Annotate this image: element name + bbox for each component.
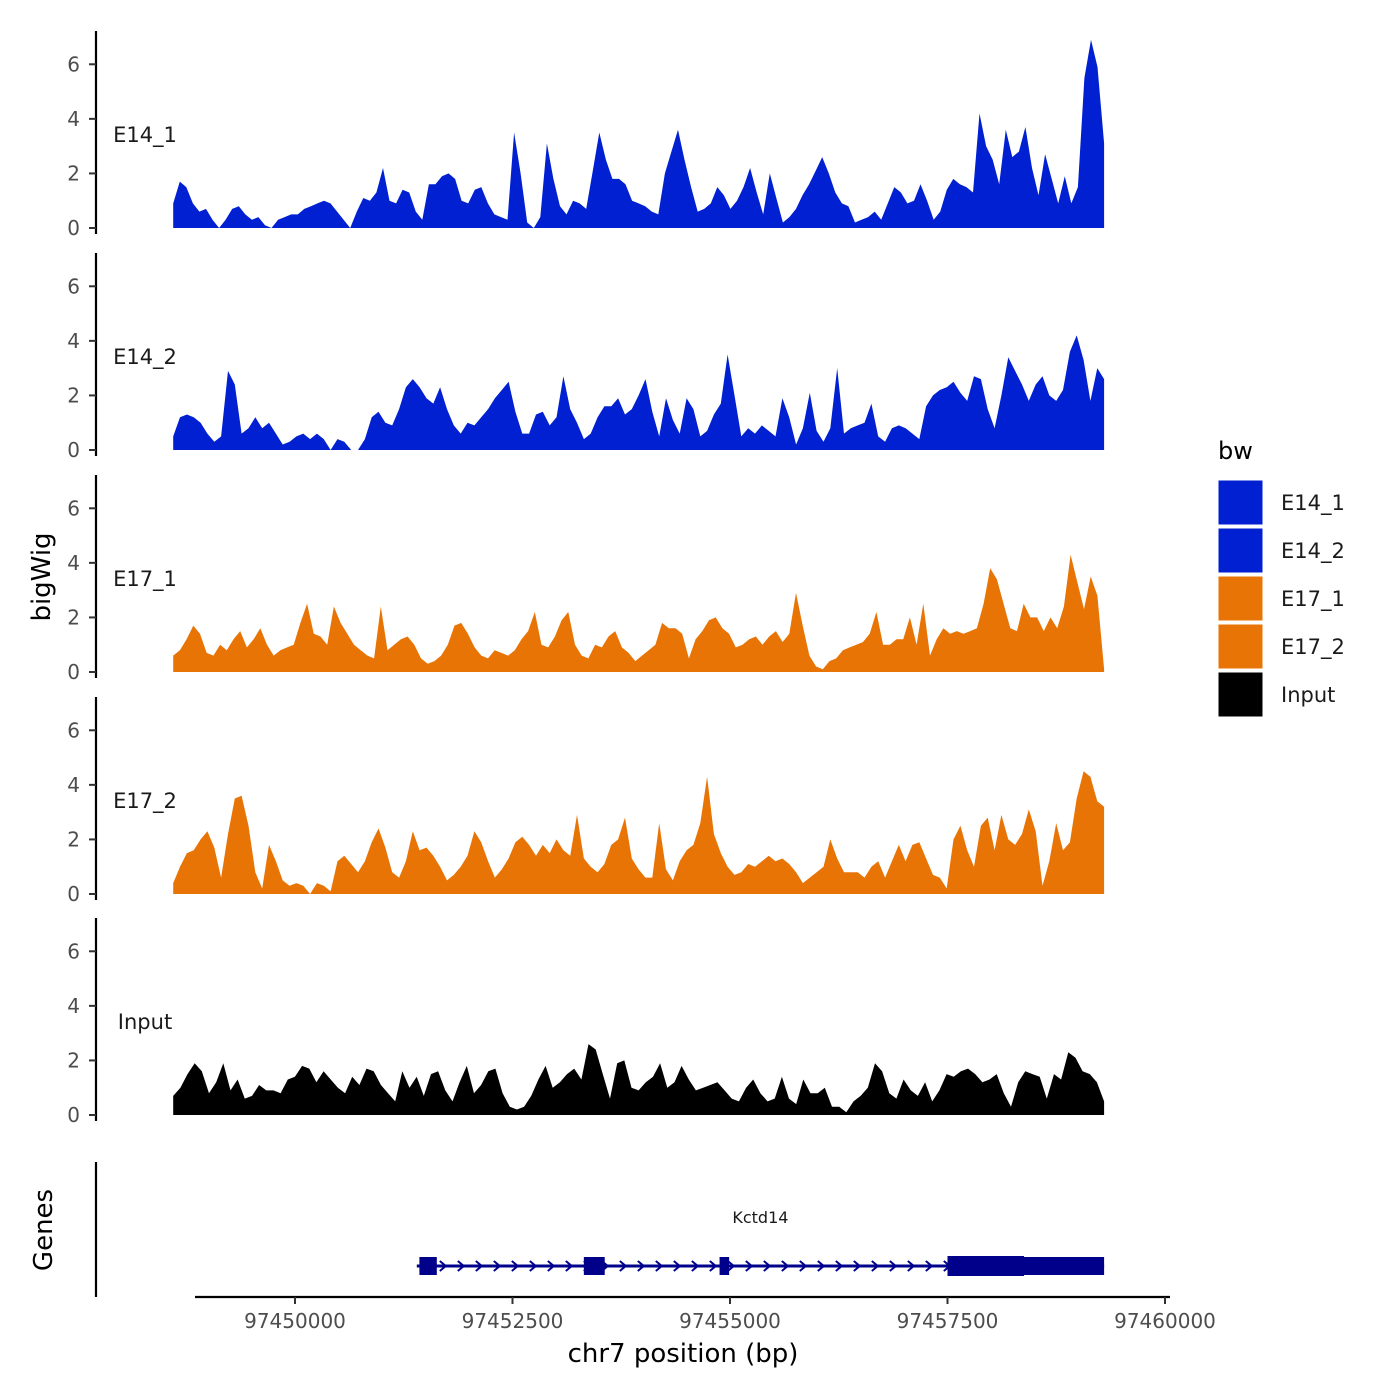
- y-tick-label: 2: [67, 383, 80, 407]
- strand-arrow: [655, 1260, 664, 1272]
- area-E17_2: [173, 771, 1105, 894]
- strand-arrow: [745, 1260, 754, 1272]
- x-axis: 97450000 97452500 97455000 97457500 97460000…: [195, 1295, 1216, 1369]
- strand-arrow: [835, 1260, 844, 1272]
- exon-thick: [947, 1256, 1025, 1276]
- legend-label: E17_1: [1281, 587, 1345, 612]
- x-tick-label: 97452500: [462, 1309, 564, 1333]
- legend-item: E14_1: [1217, 479, 1345, 526]
- y-tick-label: 4: [67, 551, 80, 575]
- y-tick-label: 6: [67, 939, 80, 963]
- strand-arrow: [889, 1260, 898, 1272]
- strand-arrow: [871, 1260, 880, 1272]
- strand-arrow: [709, 1260, 718, 1272]
- strand-arrow: [763, 1260, 772, 1272]
- area-E17_1: [173, 554, 1105, 672]
- exon: [419, 1257, 437, 1275]
- track-E14_2: 0 2 4 6 E14_2: [67, 253, 1105, 462]
- strand-arrow: [619, 1260, 628, 1272]
- y-tick-label: 2: [67, 1048, 80, 1072]
- y-tick-label: 4: [67, 994, 80, 1018]
- strand-arrow: [691, 1260, 700, 1272]
- y-tick-label: 4: [67, 329, 80, 353]
- y-tick-label: 2: [67, 605, 80, 629]
- y-tick-label: 4: [67, 773, 80, 797]
- legend-swatch: [1217, 575, 1264, 622]
- exon: [583, 1257, 605, 1275]
- track-label: E14_2: [113, 345, 177, 370]
- legend-item: E14_2: [1217, 527, 1345, 574]
- strand-arrow: [781, 1260, 790, 1272]
- legend-label: E14_1: [1281, 491, 1345, 516]
- strand-arrow: [511, 1260, 520, 1272]
- y-tick-label: 0: [67, 216, 80, 240]
- strand-arrow: [673, 1260, 682, 1272]
- y-tick-label: 6: [67, 274, 80, 298]
- x-ticks: 97450000 97452500 97455000 97457500 97460000: [244, 1297, 1216, 1333]
- legend-item: E17_2: [1217, 623, 1345, 670]
- track-label: E17_1: [113, 567, 177, 592]
- track-label: Input: [118, 1010, 172, 1034]
- legend-title: bw: [1218, 437, 1253, 465]
- legend-swatch: [1217, 527, 1264, 574]
- strand-arrow: [925, 1260, 934, 1272]
- gene-panel-label: Genes: [29, 1189, 59, 1271]
- track-label: E17_2: [113, 789, 177, 814]
- y-axis-title: bigWig: [27, 532, 57, 621]
- strand-arrow: [439, 1260, 448, 1272]
- legend-item: E17_1: [1217, 575, 1345, 622]
- strand-arrow: [457, 1260, 466, 1272]
- y-tick-label: 0: [67, 660, 80, 684]
- track-E17_2: 0 2 4 6 E17_2: [67, 697, 1105, 906]
- y-tick-label: 6: [67, 496, 80, 520]
- x-axis-title: chr7 position (bp): [568, 1339, 799, 1369]
- exon: [719, 1257, 730, 1275]
- legend-swatch: [1217, 479, 1264, 526]
- strand-arrow: [547, 1260, 556, 1272]
- legend-swatch: [1217, 671, 1264, 718]
- strand-arrow: [475, 1260, 484, 1272]
- strand-arrow: [853, 1260, 862, 1272]
- area-Input: [173, 1044, 1105, 1115]
- legend-swatch: [1217, 623, 1264, 670]
- strand-arrow: [529, 1260, 538, 1272]
- gene-model: [416, 1256, 1105, 1276]
- strand-arrow: [907, 1260, 916, 1272]
- strand-arrow: [799, 1260, 808, 1272]
- strand-arrow: [565, 1260, 574, 1272]
- legend-label: Input: [1281, 683, 1335, 707]
- y-tick-label: 0: [67, 882, 80, 906]
- track-label: E14_1: [113, 123, 177, 148]
- track-Input: 0 2 4 6 Input: [67, 918, 1105, 1127]
- y-tick-label: 0: [67, 1103, 80, 1127]
- x-tick-label: 97450000: [244, 1309, 346, 1333]
- legend-item: Input: [1217, 671, 1335, 718]
- strand-arrow: [637, 1260, 646, 1272]
- legend: bw E14_1 E14_2 E17_1 E17_2 Input: [1217, 437, 1345, 718]
- strand-arrow: [493, 1260, 502, 1272]
- legend-items: E14_1 E14_2 E17_1 E17_2 Input: [1217, 479, 1345, 718]
- track-E14_1: 0 2 4 6 E14_1: [67, 31, 1105, 240]
- track-E17_1: 0 2 4 6 E17_1: [67, 475, 1105, 684]
- y-tick-label: 2: [67, 161, 80, 185]
- x-tick-label: 97455000: [679, 1309, 781, 1333]
- y-tick-label: 2: [67, 827, 80, 851]
- gene-name-label: Kctd14: [732, 1208, 788, 1227]
- strand-arrow: [817, 1260, 826, 1272]
- area-E14_2: [173, 335, 1105, 450]
- area-E14_1: [173, 39, 1105, 229]
- gene-panel: Genes Kctd14: [29, 1162, 1105, 1297]
- y-tick-label: 0: [67, 438, 80, 462]
- x-tick-label: 97460000: [1114, 1309, 1216, 1333]
- y-tick-label: 6: [67, 718, 80, 742]
- legend-label: E14_2: [1281, 539, 1345, 564]
- strand-arrow: [727, 1260, 736, 1272]
- tracks-group: 0 2 4 6 E14_1 0 2 4 6 E14_2 0 2 4 6 E17_1 0 2 4 6 E17_2 0 2 4 6…: [67, 31, 1105, 1127]
- y-tick-label: 6: [67, 52, 80, 76]
- legend-label: E17_2: [1281, 635, 1345, 660]
- x-tick-label: 97457500: [897, 1309, 999, 1333]
- y-tick-label: 4: [67, 107, 80, 131]
